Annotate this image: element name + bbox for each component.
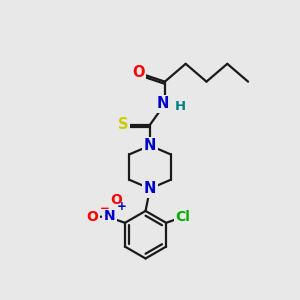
Text: N: N: [104, 209, 115, 223]
Text: N: N: [144, 181, 156, 196]
Text: O: O: [86, 211, 98, 224]
Text: N: N: [156, 96, 169, 111]
Text: O: O: [132, 65, 144, 80]
Text: O: O: [110, 193, 122, 207]
Text: −: −: [100, 202, 110, 214]
Text: Cl: Cl: [175, 211, 190, 224]
Text: H: H: [175, 100, 186, 113]
Text: +: +: [117, 200, 127, 213]
Text: N: N: [144, 138, 156, 153]
Text: S: S: [118, 117, 128, 132]
